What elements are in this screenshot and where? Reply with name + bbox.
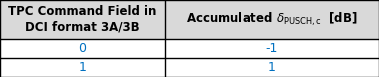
Text: TPC Command Field in
DCI format 3A/3B: TPC Command Field in DCI format 3A/3B	[8, 5, 157, 34]
Text: 1: 1	[268, 61, 276, 74]
Bar	[165, 0, 379, 38]
Bar	[165, 58, 379, 77]
Text: 1: 1	[78, 61, 86, 74]
Text: -1: -1	[266, 42, 278, 55]
Bar	[165, 38, 379, 58]
Bar	[0, 58, 165, 77]
Bar	[0, 38, 165, 58]
Text: Accumulated $\delta_{\mathrm{PUSCH,c}}$  [dB]: Accumulated $\delta_{\mathrm{PUSCH,c}}$ …	[186, 11, 358, 28]
Text: 0: 0	[78, 42, 86, 55]
Bar	[0, 0, 165, 38]
